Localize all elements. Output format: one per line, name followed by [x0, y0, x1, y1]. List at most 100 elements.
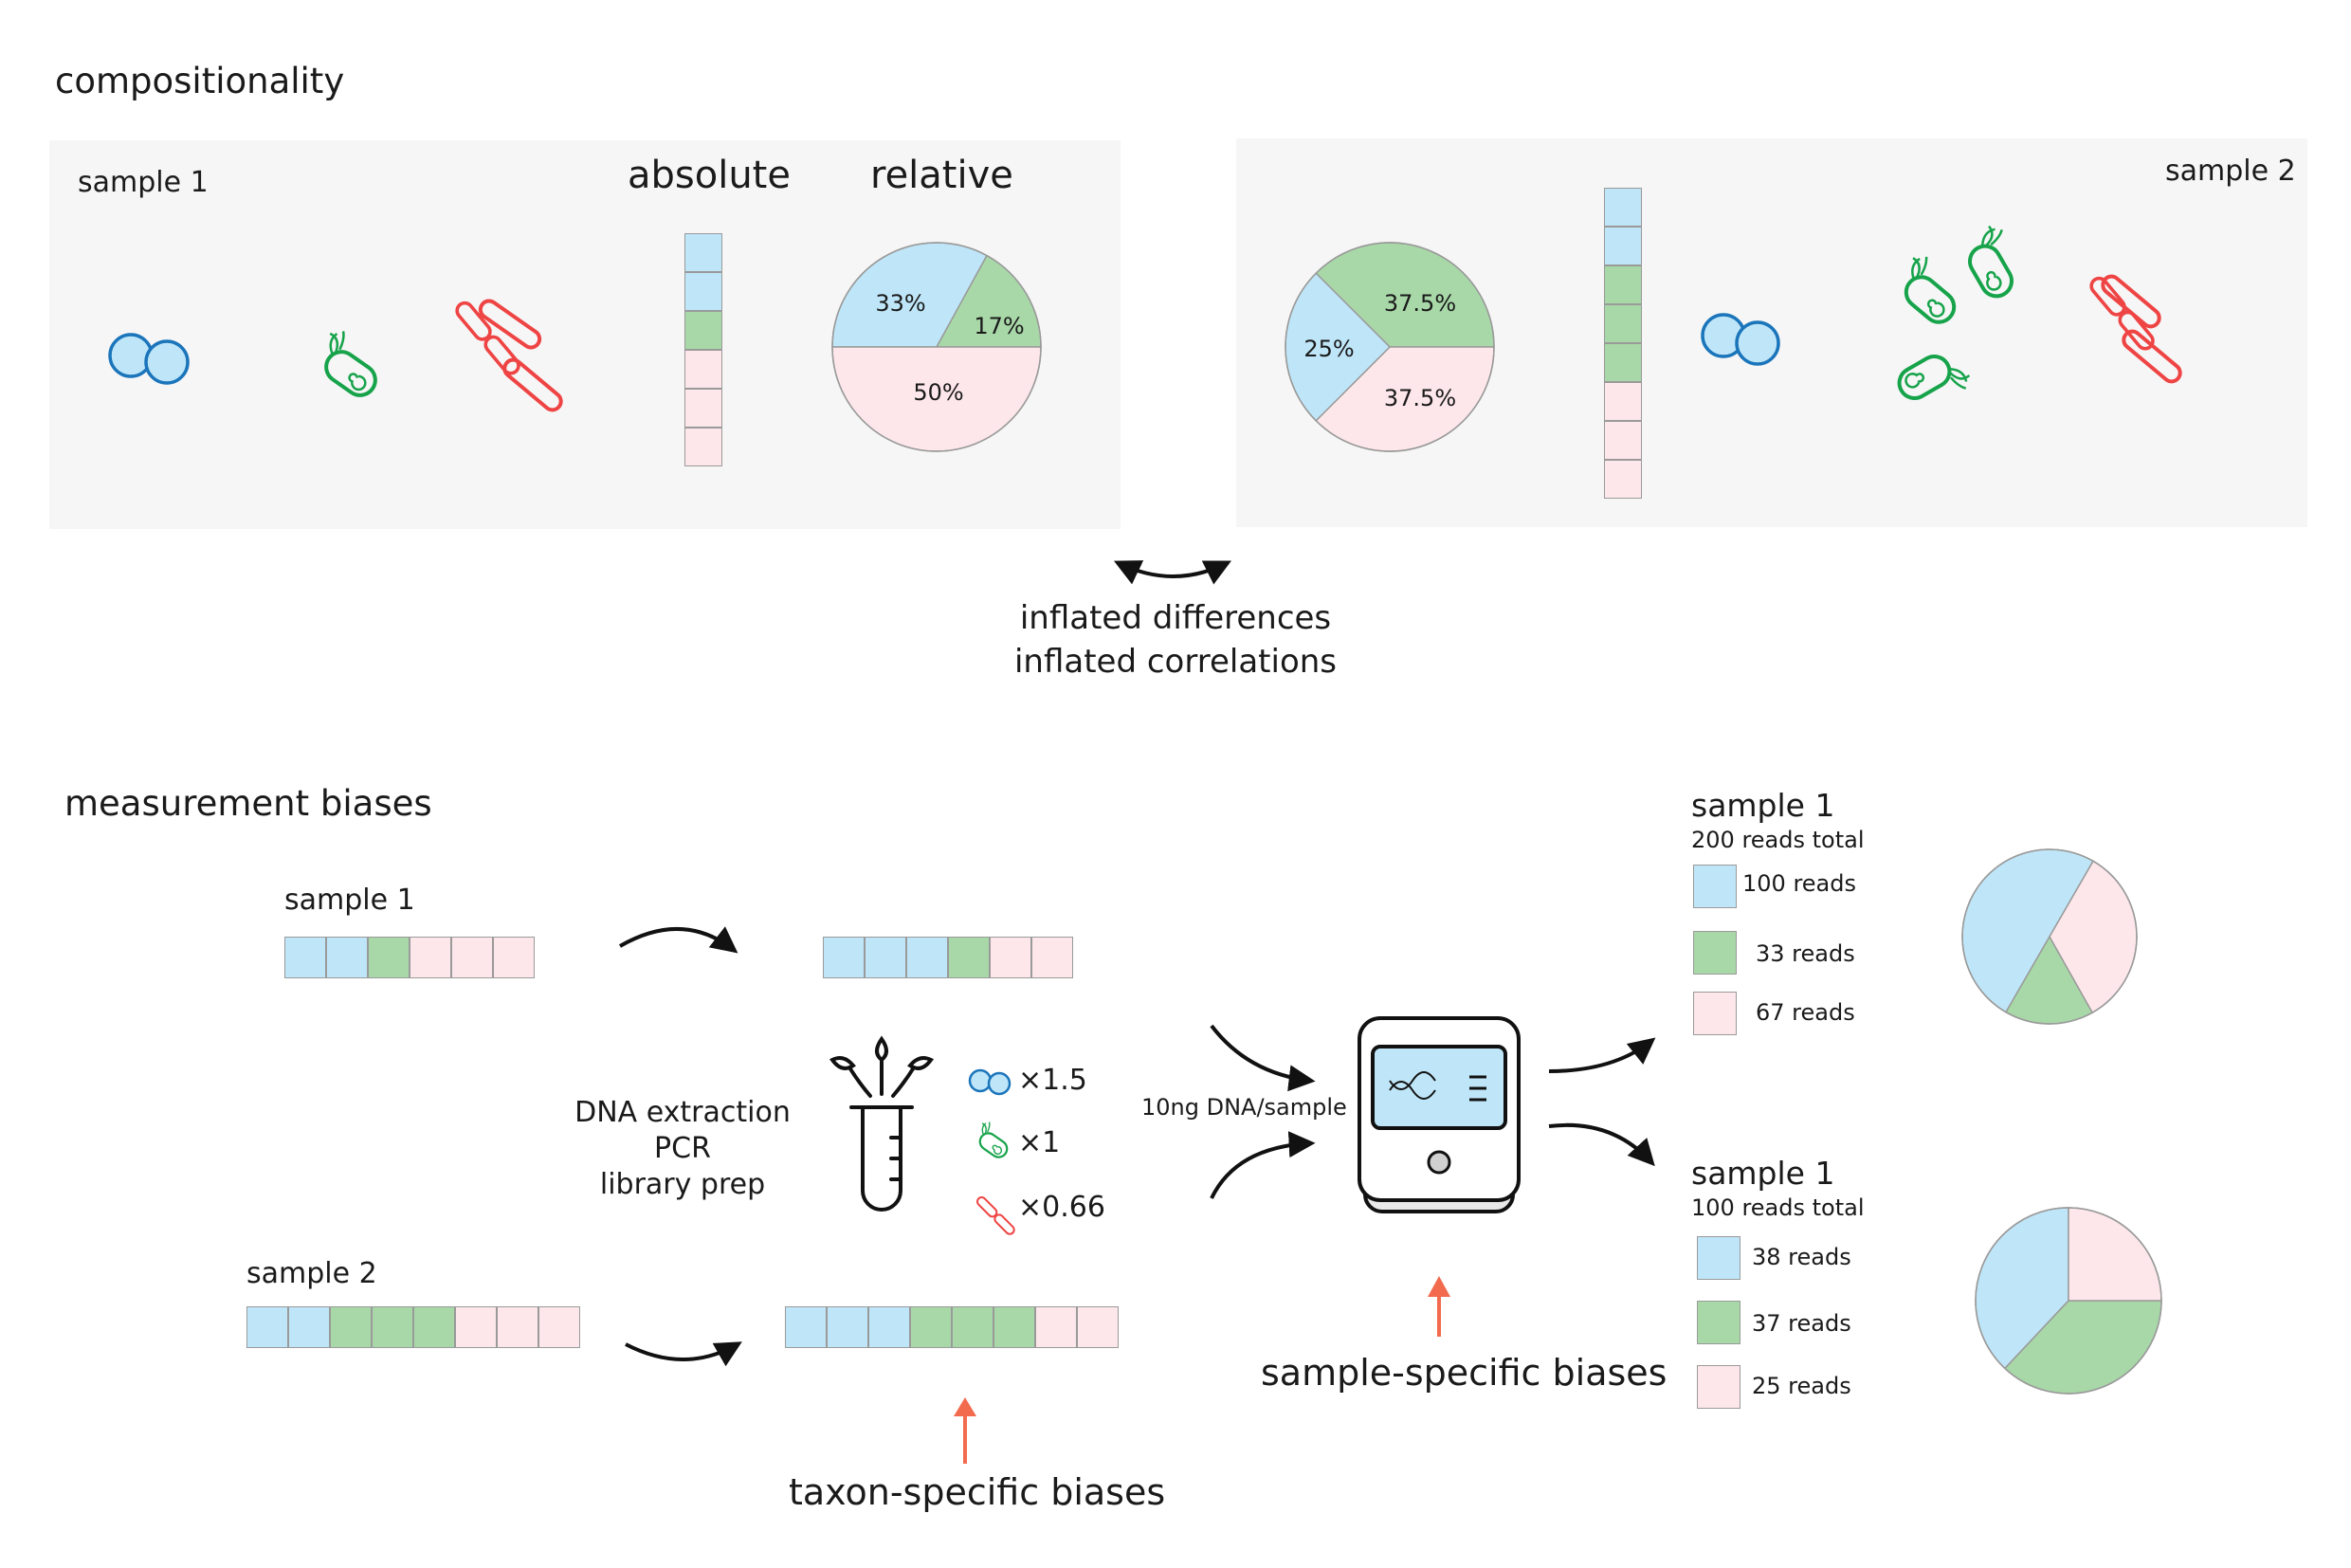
- absolute-label: absolute: [628, 154, 791, 197]
- legend-swatch-pink: [1697, 1365, 1740, 1409]
- compositionality-title: compositionality: [55, 61, 345, 101]
- inflated-differences-text: inflated differences: [1019, 599, 1332, 637]
- meas-sample2-label: sample 2: [246, 1257, 377, 1290]
- pie1-label-green: 17%: [974, 313, 1025, 339]
- coccus-icon: [108, 333, 190, 385]
- legend-swatch-pink: [1693, 992, 1737, 1035]
- bar-cell-pink: [1077, 1306, 1119, 1348]
- bar-cell-green: [952, 1306, 993, 1348]
- factor-bacillus: ×1: [1018, 1126, 1061, 1159]
- measurement-title: measurement biases: [64, 783, 432, 824]
- pie2-label-blue: 25%: [1303, 336, 1355, 362]
- bar-cell-blue: [684, 272, 722, 311]
- double-arrow-icon: [1113, 560, 1232, 585]
- process-line2: PCR: [654, 1132, 711, 1165]
- curved-arrow-icon: [619, 926, 738, 954]
- curved-arrow-icon: [1548, 1122, 1655, 1167]
- bacillus-small-icon: [969, 1118, 1016, 1162]
- factor-chain: ×0.66: [1018, 1191, 1105, 1224]
- bar-cell-pink: [410, 937, 451, 978]
- pie-outline: [1975, 1207, 2162, 1395]
- bar-cell-pink: [684, 389, 722, 428]
- sample-bias-label: sample-specific biases: [1261, 1352, 1668, 1394]
- sample1-relative-pie: [831, 242, 1042, 452]
- legend-swatch-blue: [1697, 1236, 1740, 1280]
- orange-up-arrow-icon: [1428, 1276, 1450, 1337]
- bar-cell-blue: [785, 1306, 827, 1348]
- result2-pie: [1975, 1207, 2162, 1395]
- bar-cell-blue: [827, 1306, 868, 1348]
- pie-outline: [1961, 848, 2138, 1025]
- result2-total: 100 reads total: [1691, 1194, 1865, 1221]
- chain-small-icon: [975, 1194, 1017, 1237]
- bar-cell-pink: [455, 1306, 497, 1348]
- inflated-correlations-text: inflated correlations: [1013, 643, 1338, 681]
- bar-cell-green: [1604, 343, 1642, 382]
- bar-cell-blue: [1604, 227, 1642, 265]
- taxon-bias-label: taxon-specific biases: [789, 1471, 1166, 1513]
- bar-cell-green: [1604, 265, 1642, 304]
- orange-up-arrow-icon: [954, 1397, 976, 1464]
- coccus-icon: [1701, 313, 1780, 366]
- result1-reads-blue: 100 reads: [1742, 870, 1856, 897]
- bar-cell-blue: [823, 937, 865, 978]
- legend-swatch-green: [1693, 931, 1737, 975]
- bar-cell-green: [993, 1306, 1035, 1348]
- pie2-label-pink: 37.5%: [1383, 385, 1457, 411]
- bacillus-icon: [307, 323, 392, 404]
- result2-title: sample 1: [1691, 1155, 1835, 1192]
- result2-reads-blue: 38 reads: [1752, 1244, 1851, 1270]
- chain-icon: [2087, 273, 2182, 384]
- sample2-relative-pie: [1285, 242, 1495, 452]
- result1-reads-green: 33 reads: [1756, 940, 1855, 967]
- bacillus-icon: [1887, 248, 1973, 331]
- bar-cell-pink: [497, 1306, 538, 1348]
- pie1-label-pink: 50%: [913, 379, 964, 406]
- dna-label: 10ng DNA/sample: [1141, 1094, 1347, 1121]
- bar-cell-pink: [538, 1306, 580, 1348]
- bar-cell-green: [368, 937, 410, 978]
- bar-cell-green: [330, 1306, 372, 1348]
- bar-cell-blue: [868, 1306, 910, 1348]
- curved-arrow-icon: [625, 1341, 742, 1367]
- pie-outline: [831, 242, 1042, 452]
- relative-label: relative: [870, 154, 1013, 197]
- bar-cell-pink: [1031, 937, 1073, 978]
- bar-cell-blue: [906, 937, 948, 978]
- factor-coccus: ×1.5: [1018, 1064, 1087, 1097]
- result1-reads-pink: 67 reads: [1756, 999, 1855, 1026]
- legend-swatch-green: [1697, 1301, 1740, 1344]
- bar-cell-blue: [284, 937, 326, 978]
- bar-cell-blue: [1604, 188, 1642, 227]
- bar-cell-pink: [684, 350, 722, 389]
- bar-cell-green: [1604, 304, 1642, 343]
- sample1-label: sample 1: [78, 166, 209, 199]
- curved-arrow-icon: [1210, 1131, 1316, 1199]
- result1-pie: [1961, 848, 2138, 1025]
- bacillus-icon: [1891, 342, 1977, 419]
- bar-cell-pink: [1035, 1306, 1077, 1348]
- sequencer-icon: [1358, 1016, 1521, 1213]
- bar-cell-green: [413, 1306, 455, 1348]
- bar-cell-blue: [246, 1306, 288, 1348]
- sample2-label: sample 2: [2165, 155, 2296, 188]
- bar-cell-green: [372, 1306, 413, 1348]
- bar-cell-pink: [493, 937, 535, 978]
- coccus-small-icon: [968, 1068, 1011, 1096]
- result1-title: sample 1: [1691, 787, 1835, 824]
- bacillus-icon: [1956, 219, 2032, 304]
- pie1-label-blue: 33%: [875, 290, 926, 317]
- bar-cell-blue: [684, 233, 722, 272]
- bar-cell-pink: [1604, 421, 1642, 460]
- pie2-label-green: 37.5%: [1383, 290, 1457, 317]
- bar-cell-pink: [1604, 382, 1642, 421]
- bar-cell-blue: [326, 937, 368, 978]
- result1-total: 200 reads total: [1691, 827, 1865, 853]
- curved-arrow-icon: [1210, 1024, 1316, 1092]
- legend-swatch-blue: [1693, 865, 1737, 908]
- bar-cell-blue: [288, 1306, 330, 1348]
- bar-cell-green: [948, 937, 990, 978]
- bar-cell-green: [910, 1306, 952, 1348]
